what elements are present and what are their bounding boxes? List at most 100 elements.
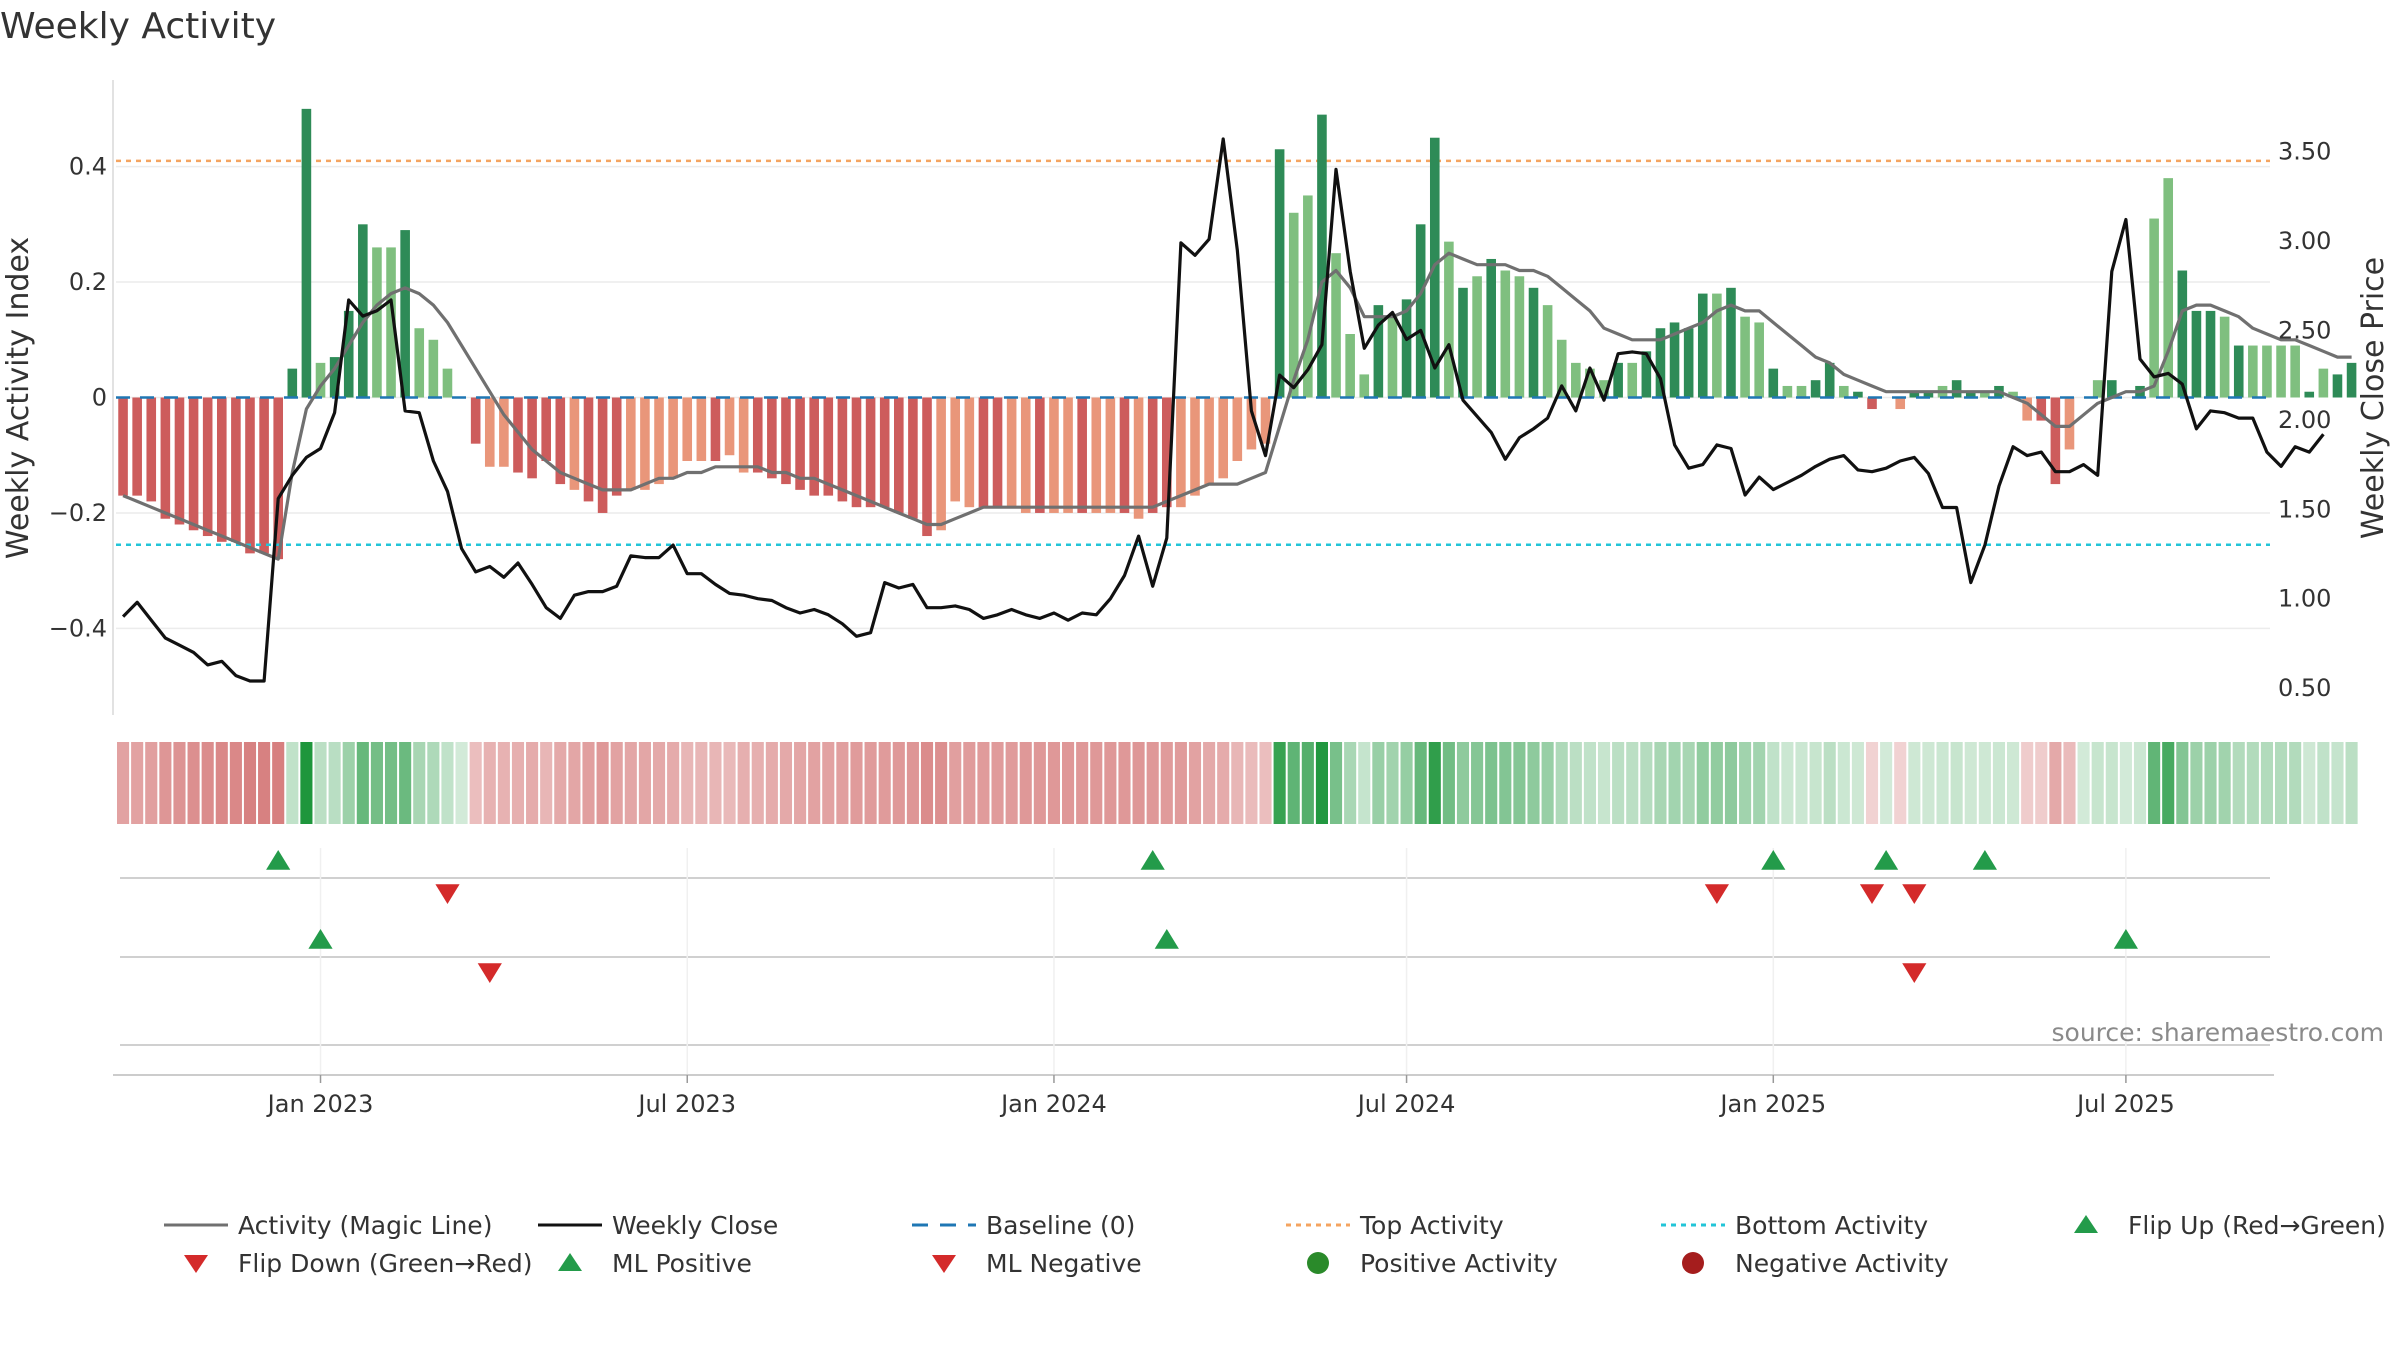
activity-bar <box>1810 380 1821 398</box>
legend-up-symbol <box>2074 1215 2098 1233</box>
activity-bar <box>879 397 890 508</box>
strip-cell <box>822 742 835 824</box>
strip-cell <box>850 742 863 824</box>
strip-cell <box>483 742 496 824</box>
activity-bar <box>1105 397 1116 513</box>
strip-cell <box>568 742 581 824</box>
strip-cell <box>1358 742 1371 824</box>
activity-bar <box>2036 397 2047 421</box>
strip-cell <box>1654 742 1667 824</box>
strip-cell <box>1908 742 1921 824</box>
activity-bar <box>2191 310 2202 398</box>
ml-positive-marker <box>1761 850 1786 870</box>
strip-cell <box>1019 742 1032 824</box>
y-right-tick-label: 1.00 <box>2278 585 2331 613</box>
activity-bar <box>1444 241 1454 398</box>
x-tick-label: Jul 2025 <box>2075 1090 2175 1118</box>
activity-bar <box>1824 362 1835 398</box>
activity-bar <box>1726 287 1736 398</box>
strip-cell <box>1753 742 1766 824</box>
activity-bar <box>202 397 213 537</box>
ml-positive-marker <box>266 850 291 870</box>
strip-cell <box>145 742 158 824</box>
activity-bar <box>1458 287 1468 398</box>
strip-cell <box>441 742 454 824</box>
activity-bar <box>1571 362 1581 398</box>
activity-bar <box>1768 368 1779 398</box>
activity-bar <box>287 368 298 398</box>
activity-bar <box>1161 397 1172 508</box>
strip-cell <box>399 742 412 824</box>
strip-cell <box>2049 742 2062 824</box>
strip-cell <box>1160 742 1173 824</box>
strip-cell <box>935 742 948 824</box>
strip-cell <box>2345 742 2358 824</box>
activity-bar <box>1415 224 1426 398</box>
activity-bar <box>541 397 551 461</box>
activity-bar <box>710 397 721 461</box>
strip-cell <box>1104 742 1117 824</box>
strip-cell <box>1344 742 1357 824</box>
activity-bar <box>1006 397 1017 508</box>
strip-cell <box>723 742 736 824</box>
strip-cell <box>1710 742 1723 824</box>
activity-bar <box>343 310 354 398</box>
strip-cell <box>920 742 934 824</box>
legend-label: Activity (Magic Line) <box>238 1211 492 1240</box>
activity-bar <box>823 397 834 496</box>
activity-bar <box>2064 397 2075 450</box>
activity-bar <box>837 397 848 502</box>
flip-down-marker <box>477 963 502 983</box>
strip-cell <box>906 742 919 824</box>
strip-cell <box>1541 742 1554 824</box>
activity-bars <box>118 108 2357 560</box>
activity-bar <box>1091 397 1102 513</box>
strip-cell <box>1118 742 1131 824</box>
ml-negative-marker <box>1902 884 1927 904</box>
activity-bar <box>1387 316 1398 398</box>
activity-bar <box>555 397 566 485</box>
y-axis-right-label: Weekly Close Price <box>2356 257 2391 539</box>
activity-bar <box>1839 385 1849 398</box>
activity-bar <box>315 362 326 398</box>
strip-cell <box>1231 742 1244 824</box>
activity-bar <box>795 397 805 490</box>
strip-cell <box>1795 742 1808 824</box>
activity-bar <box>442 368 453 398</box>
legend-entry: Top Activity <box>1286 1211 1504 1240</box>
strip-cell <box>117 742 130 824</box>
activity-bar <box>1317 114 1327 398</box>
y-left-tick-label: −0.2 <box>49 499 107 527</box>
activity-bar <box>894 397 904 513</box>
strip-cell <box>1090 742 1103 824</box>
activity-bar <box>1740 316 1750 398</box>
legend-label: Bottom Activity <box>1735 1211 1928 1240</box>
strip-cell <box>215 742 228 824</box>
strip-cell <box>624 742 637 824</box>
strip-cell <box>1174 742 1187 824</box>
activity-bar <box>922 397 932 537</box>
strip-cell <box>1301 742 1314 824</box>
strip-cell <box>1978 742 1991 824</box>
activity-bar <box>400 230 410 398</box>
legend-entry: Negative Activity <box>1682 1249 1949 1278</box>
activity-bar <box>1542 305 1553 398</box>
legend-down-symbol <box>184 1255 208 1273</box>
activity-bar <box>386 247 396 398</box>
strip-cell <box>2331 742 2344 824</box>
activity-bar <box>1373 305 1384 398</box>
strip-cell <box>1936 742 1949 824</box>
strip-cell <box>554 742 567 824</box>
legend-entry: Flip Up (Red→Green) <box>2074 1211 2386 1240</box>
magic-line-series <box>122 251 2352 561</box>
activity-bar <box>231 397 241 542</box>
legend-label: Negative Activity <box>1735 1249 1949 1278</box>
activity-bar <box>1585 368 1595 398</box>
activity-bar <box>2149 218 2159 398</box>
activity-bar <box>2163 178 2174 398</box>
strip-cell <box>737 742 750 824</box>
strip-cell <box>667 742 680 824</box>
strip-cell <box>1259 742 1272 824</box>
strip-cell <box>2303 742 2316 824</box>
strip-cell <box>2133 742 2147 824</box>
